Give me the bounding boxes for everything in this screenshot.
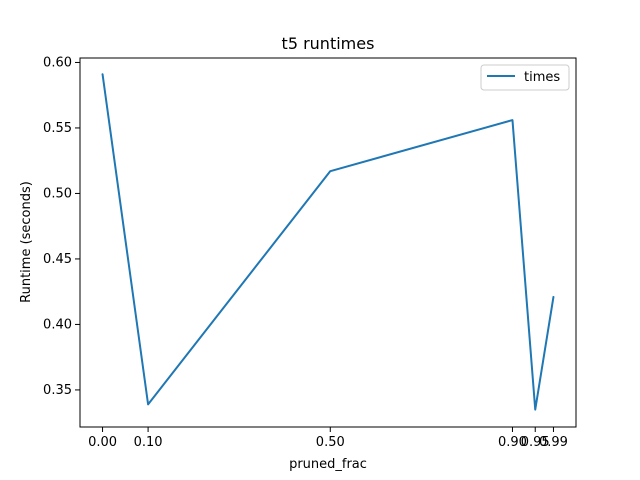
legend: times: [480, 64, 570, 91]
axes-frame: [79, 57, 577, 428]
x-tick-label: 0.99: [539, 435, 568, 450]
y-tick-label: 0.40: [43, 317, 72, 332]
x-tick-label: 0.90: [498, 435, 527, 450]
x-axis-label: pruned_frac: [289, 457, 367, 472]
y-tick-label: 0.45: [43, 252, 72, 267]
series-line-times: [101, 73, 555, 411]
x-tick-label: 0.00: [88, 435, 117, 450]
x-tick-label: 0.50: [316, 435, 345, 450]
plot-area: 0.00 0.10 0.50 0.900.950.99 0.35 0.40 0.45 0.5…: [43, 55, 577, 450]
y-axis-label: Runtime (seconds): [19, 181, 34, 303]
y-tick-label: 0.60: [43, 55, 72, 70]
y-tick-label: 0.55: [43, 121, 72, 136]
legend-box: [480, 64, 570, 91]
chart-title: t5 runtimes: [282, 34, 375, 53]
y-tick-label: 0.35: [43, 383, 72, 398]
y-axis-ticks: 0.35 0.40 0.45 0.50 0.55 0.60: [43, 55, 80, 398]
series-layer: [101, 73, 555, 411]
x-axis-ticks: 0.00 0.10 0.50 0.900.950.99: [88, 427, 568, 450]
x-tick-label: 0.95: [521, 435, 550, 450]
y-tick-label: 0.50: [43, 186, 72, 201]
legend-label-times: times: [524, 70, 560, 85]
x-tick-label: 0.10: [134, 435, 163, 450]
